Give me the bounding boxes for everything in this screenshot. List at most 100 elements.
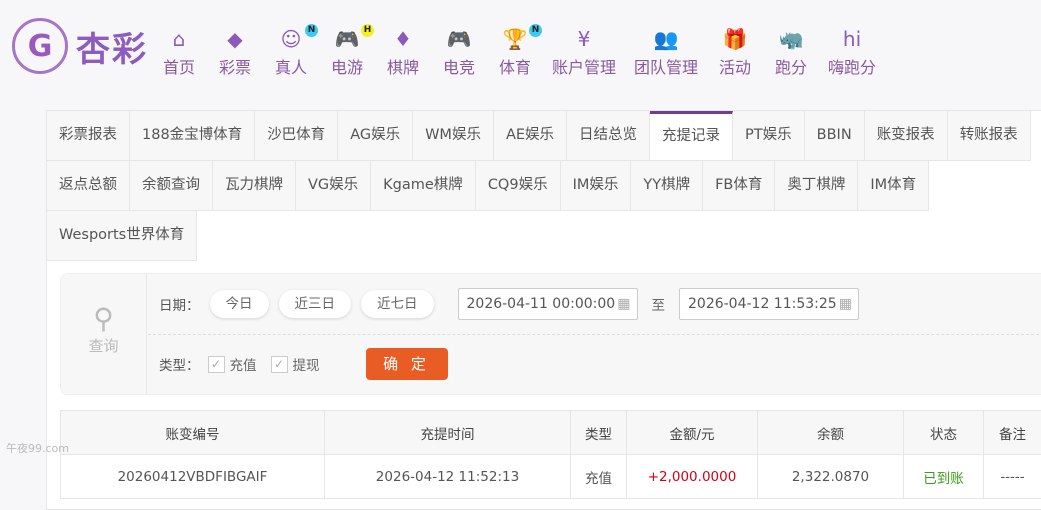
tab-3[interactable]: AG娱乐 [338,111,413,161]
column-header: 备注 [984,411,1041,455]
tab-4[interactable]: WM娱乐 [413,111,494,161]
tab-17[interactable]: CQ9娱乐 [476,161,561,211]
logo[interactable]: G 杏彩 [12,18,148,74]
tab-5[interactable]: AE娱乐 [494,111,567,161]
to-label: 至 [652,294,666,314]
hi-app-icon: hi [828,26,876,52]
table-header-row: 账变编号充提时间类型金额/元余额状态备注 [61,411,1041,455]
tab-15[interactable]: VG娱乐 [296,161,371,211]
today-button[interactable]: 今日 [210,290,269,318]
deposit-checkbox[interactable]: ✓ 充值 [208,354,257,374]
table-cell: 2026-04-12 11:52:13 [325,455,571,499]
calendar-icon[interactable]: ▦ [839,289,852,319]
table-cell: ----- [984,455,1041,499]
gift-icon: 🎁 [716,26,754,52]
tab-11[interactable]: 转账报表 [948,111,1031,161]
withdraw-checkbox[interactable]: ✓ 提现 [271,354,320,374]
tab-13[interactable]: 余额查询 [130,161,213,211]
nav-item-1[interactable]: ◆彩票 [216,26,254,78]
calendar-icon[interactable]: ▦ [617,289,630,319]
tab-1[interactable]: 188金宝博体育 [130,111,255,161]
nav-label: 首页 [160,54,198,78]
last-3-days-button[interactable]: 近三日 [279,290,352,318]
tab-12[interactable]: 返点总额 [47,161,130,211]
end-date-input[interactable]: 2026-04-12 11:53:25▦ [679,288,859,320]
query-title: 查询 [61,335,146,356]
nav-label: 嗨跑分 [828,54,876,78]
tab-21[interactable]: 奥丁棋牌 [775,161,858,211]
checkbox-check-icon[interactable]: ✓ [208,356,225,373]
column-header: 余额 [758,411,904,455]
watermark: 午夜99.com [6,440,69,456]
tab-14[interactable]: 瓦力棋牌 [213,161,296,211]
tab-16[interactable]: Kgame棋牌 [371,161,476,211]
tab-8[interactable]: PT娱乐 [733,111,805,161]
date-label: 日期： [159,294,200,314]
column-header: 充提时间 [325,411,571,455]
last-7-days-button[interactable]: 近七日 [361,290,434,318]
team-icon: 👥 [634,26,698,52]
nav-item-9[interactable]: 🎁活动 [716,26,754,78]
cards-icon: ♦ [384,26,422,52]
nav-item-8[interactable]: 👥团队管理 [634,26,698,78]
query-form: ⚲ 查询 日期： 今日 近三日 近七日 2026-04-11 00:00:00▦… [60,273,1041,395]
nav-label: 账户管理 [552,54,616,78]
checkbox-check-icon[interactable]: ✓ [271,356,288,373]
tab-7[interactable]: 充提记录 [650,111,733,161]
column-header: 账变编号 [61,411,325,455]
home-icon: ⌂ [160,26,198,52]
tab-18[interactable]: IM娱乐 [561,161,632,211]
nav-badge: H [361,24,374,37]
tab-23[interactable]: Wesports世界体育 [47,211,197,261]
tab-0[interactable]: 彩票报表 [47,111,130,161]
esports-gamepad-icon: 🎮 [440,26,478,52]
confirm-button[interactable]: 确 定 [366,348,448,380]
table-cell: 20260412VBDFIBGAIF [61,455,325,499]
nav-label: 跑分 [772,54,810,78]
tab-9[interactable]: BBIN [805,111,865,161]
end-date-value: 2026-04-12 11:53:25 [688,296,837,312]
nav-item-5[interactable]: 🎮电竞 [440,26,478,78]
nav-item-0[interactable]: ⌂首页 [160,26,198,78]
nav-item-10[interactable]: 🦏跑分 [772,26,810,78]
nav-item-7[interactable]: ¥账户管理 [552,26,616,78]
column-header: 状态 [904,411,984,455]
nav-label: 电游 [328,54,366,78]
nav-label: 棋牌 [384,54,422,78]
ticket-icon: ◆ [216,26,254,52]
nav-label: 活动 [716,54,754,78]
table-cell: 2,322.0870 [758,455,904,499]
nav-item-4[interactable]: ♦棋牌 [384,26,422,78]
nav-label: 体育 [496,54,534,78]
nav-label: 真人 [272,54,310,78]
tab-6[interactable]: 日结总览 [567,111,650,161]
column-header: 类型 [571,411,627,455]
tab-20[interactable]: FB体育 [703,161,775,211]
start-date-value: 2026-04-11 00:00:00 [467,296,616,312]
tab-10[interactable]: 账变报表 [865,111,948,161]
tab-19[interactable]: YY棋牌 [631,161,703,211]
type-label: 类型： [159,354,200,374]
divider [148,334,1041,335]
column-header: 金额/元 [627,411,758,455]
table-cell: 充值 [571,455,627,499]
withdraw-label: 提现 [293,354,320,374]
tab-2[interactable]: 沙巴体育 [255,111,338,161]
search-icon: ⚲ [61,302,146,335]
deposit-label: 充值 [230,354,257,374]
tab-22[interactable]: IM体育 [858,161,929,211]
logo-text: 杏彩 [76,22,148,71]
nav-label: 电竞 [440,54,478,78]
start-date-input[interactable]: 2026-04-11 00:00:00▦ [458,288,638,320]
nav-label: 彩票 [216,54,254,78]
